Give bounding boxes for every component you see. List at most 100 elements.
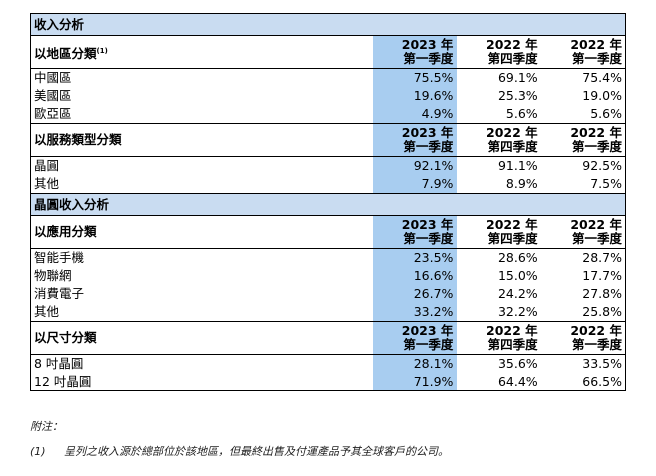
row-label: 晶圓 [34,158,60,173]
period-header: 2022 年第一季度 [541,35,626,69]
row-label: 其他 [34,176,60,191]
period-year: 2023 年 [401,217,454,232]
row-value: 24.2% [497,286,538,301]
row-label: 消費電子 [34,286,85,301]
period-header: 2022 年第四季度 [457,321,542,355]
group-header-label: 以應用分類 [34,224,97,239]
group-header-label: 以尺寸分類 [34,330,97,345]
period-year: 2023 年 [401,125,454,140]
row-value: 19.6% [373,87,458,105]
period-header: 2023 年第一季度 [373,215,458,249]
period-header: 2022 年第四季度 [457,215,542,249]
table-row: 物聯網 16.6% 15.0% 17.7% [30,267,626,285]
row-label: 智能手機 [34,250,85,265]
row-value: 64.4% [497,374,538,389]
period-year: 2022 年 [486,217,538,232]
row-value: 25.3% [497,88,538,103]
section-header: 晶圓收入分析 [30,193,626,216]
footnote-number: (1) [30,445,46,458]
row-value: 15.0% [497,268,538,283]
row-value: 16.6% [373,267,458,285]
row-value: 7.9% [373,175,458,194]
group-header-row: 以應用分類 2023 年第一季度 2022 年第四季度 2022 年第一季度 [30,215,626,249]
period-header: 2022 年第四季度 [457,35,542,69]
row-value: 75.5% [373,68,458,87]
row-value: 26.7% [373,285,458,303]
table-row: 8 吋晶圓 28.1% 35.6% 33.5% [30,354,626,373]
group-header-row: 以地區分類(1) 2023 年第一季度 2022 年第四季度 2022 年第一季度 [30,35,626,69]
row-value: 91.1% [497,158,538,173]
period-header: 2023 年第一季度 [373,123,458,157]
footnote-text: 呈列之收入源於總部位於該地區，但最終出售及付運產品予其全球客戶的公司。 [64,445,449,458]
row-value: 33.5% [582,356,622,371]
row-label: 其他 [34,304,60,319]
period-year: 2022 年 [570,125,622,140]
row-label: 歐亞區 [34,106,72,121]
row-label: 8 吋晶圓 [34,356,84,371]
row-value: 8.9% [505,176,538,191]
period-quarter: 第一季度 [403,139,454,154]
table-row: 消費電子 26.7% 24.2% 27.8% [30,285,626,303]
period-header: 2022 年第一季度 [541,321,626,355]
period-year: 2023 年 [401,37,454,52]
row-label: 美國區 [34,88,72,103]
row-value: 92.1% [373,156,458,175]
row-value: 35.6% [497,356,538,371]
row-value: 7.5% [590,176,622,191]
table-row: 歐亞區 4.9% 5.6% 5.6% [30,105,626,124]
period-header: 2022 年第一季度 [541,215,626,249]
period-header: 2022 年第四季度 [457,123,542,157]
group-header: 以應用分類 [30,215,374,249]
period-quarter: 第四季度 [487,139,538,154]
period-quarter: 第一季度 [403,337,454,352]
group-header-label: 以服務類型分類 [34,132,122,147]
group-header: 以地區分類(1) [30,35,374,69]
row-value: 75.4% [582,70,622,85]
group-header: 以尺寸分類 [30,321,374,355]
section-header: 收入分析 [30,13,626,36]
period-quarter: 第一季度 [571,139,622,154]
period-quarter: 第一季度 [403,51,454,66]
section-title: 收入分析 [30,13,626,36]
row-value: 27.8% [582,286,622,301]
notes-title: 附注： [30,420,63,433]
period-header: 2022 年第一季度 [541,123,626,157]
row-value: 25.8% [582,304,622,319]
row-label: 物聯網 [34,268,72,283]
period-quarter: 第四季度 [487,337,538,352]
row-value: 23.5% [373,248,458,267]
period-year: 2022 年 [570,323,622,338]
table-row: 晶圓 92.1% 91.1% 92.5% [30,156,626,175]
table-row: 中國區 75.5% 69.1% 75.4% [30,68,626,87]
row-label: 12 吋晶圓 [34,374,92,389]
row-value: 32.2% [497,304,538,319]
period-year: 2022 年 [486,323,538,338]
period-year: 2022 年 [570,37,622,52]
period-quarter: 第四季度 [487,51,538,66]
section-title: 晶圓收入分析 [30,193,626,216]
revenue-table: 收入分析 以地區分類(1) 2023 年第一季度 2022 年第四季度 2022 年第一… [30,13,626,391]
period-quarter: 第一季度 [571,337,622,352]
table-row: 智能手機 23.5% 28.6% 28.7% [30,248,626,267]
period-year: 2022 年 [570,217,622,232]
row-value: 4.9% [373,105,458,124]
group-header: 以服務類型分類 [30,123,374,157]
period-header: 2023 年第一季度 [373,35,458,69]
period-quarter: 第四季度 [487,231,538,246]
row-value: 28.6% [497,250,538,265]
row-label: 中國區 [34,70,72,85]
table-row: 美國區 19.6% 25.3% 19.0% [30,87,626,105]
period-header: 2023 年第一季度 [373,321,458,355]
row-value: 69.1% [497,70,538,85]
period-quarter: 第一季度 [403,231,454,246]
footnote-1: (1) 呈列之收入源於總部位於該地區，但最終出售及付運產品予其全球客戶的公司。 [30,443,449,459]
row-value: 92.5% [582,158,622,173]
period-quarter: 第一季度 [571,231,622,246]
row-value: 19.0% [582,88,622,103]
row-value: 28.1% [373,354,458,373]
group-header-label: 以地區分類 [34,45,97,61]
row-value: 17.7% [582,268,622,283]
group-header-row: 以服務類型分類 2023 年第一季度 2022 年第四季度 2022 年第一季度 [30,123,626,157]
row-value: 5.6% [590,106,622,121]
footnotes: 附注： (1) 呈列之收入源於總部位於該地區，但最終出售及付運產品予其全球客戶的公… [30,418,449,459]
